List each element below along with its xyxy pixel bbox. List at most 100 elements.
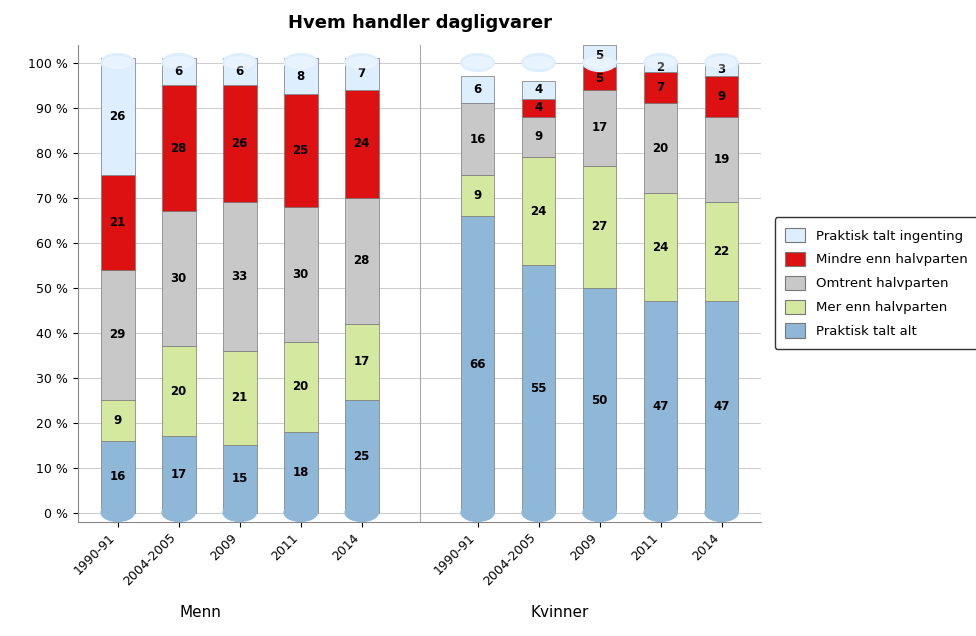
Text: 21: 21 bbox=[231, 391, 248, 404]
Legend: Praktisk talt ingenting, Mindre enn halvparten, Omtrent halvparten, Mer enn halv: Praktisk talt ingenting, Mindre enn halv… bbox=[775, 218, 976, 349]
Text: Menn: Menn bbox=[180, 605, 221, 620]
Text: 9: 9 bbox=[717, 90, 726, 103]
Ellipse shape bbox=[345, 504, 379, 522]
Text: 27: 27 bbox=[591, 220, 608, 233]
Bar bbox=[705, 202, 739, 301]
Bar bbox=[522, 81, 555, 99]
Bar bbox=[705, 62, 739, 76]
Text: 20: 20 bbox=[171, 385, 186, 398]
Bar bbox=[101, 175, 135, 270]
Text: 16: 16 bbox=[109, 470, 126, 483]
Bar bbox=[223, 202, 257, 350]
Text: 19: 19 bbox=[713, 153, 730, 166]
Bar bbox=[101, 441, 135, 513]
Text: 3: 3 bbox=[717, 63, 726, 76]
Ellipse shape bbox=[162, 53, 195, 71]
Ellipse shape bbox=[583, 53, 617, 71]
Text: 4: 4 bbox=[535, 83, 543, 96]
Bar bbox=[705, 76, 739, 116]
Text: 17: 17 bbox=[171, 467, 186, 481]
Bar bbox=[223, 58, 257, 85]
Ellipse shape bbox=[524, 57, 552, 68]
Ellipse shape bbox=[461, 504, 495, 522]
Text: 6: 6 bbox=[473, 83, 482, 96]
Text: 28: 28 bbox=[353, 254, 370, 267]
Bar bbox=[101, 58, 135, 175]
Bar bbox=[644, 62, 677, 71]
Bar bbox=[644, 193, 677, 301]
Ellipse shape bbox=[461, 53, 495, 71]
Text: 7: 7 bbox=[657, 81, 665, 93]
Title: Hvem handler dagligvarer: Hvem handler dagligvarer bbox=[288, 14, 551, 32]
Text: 33: 33 bbox=[231, 270, 248, 283]
Text: 55: 55 bbox=[530, 382, 547, 395]
Ellipse shape bbox=[165, 57, 193, 68]
Ellipse shape bbox=[464, 57, 492, 68]
Bar bbox=[162, 211, 195, 346]
Text: 17: 17 bbox=[353, 356, 370, 368]
Ellipse shape bbox=[287, 57, 315, 68]
Bar bbox=[583, 287, 617, 513]
Text: 5: 5 bbox=[595, 72, 604, 85]
Bar bbox=[705, 301, 739, 513]
Text: 29: 29 bbox=[109, 328, 126, 342]
Text: 50: 50 bbox=[591, 394, 608, 406]
Bar bbox=[461, 216, 495, 513]
Bar bbox=[345, 400, 379, 513]
Text: 25: 25 bbox=[353, 450, 370, 463]
Text: 9: 9 bbox=[535, 130, 543, 143]
Bar bbox=[345, 90, 379, 198]
Text: 20: 20 bbox=[293, 380, 308, 393]
Ellipse shape bbox=[705, 53, 739, 71]
Bar bbox=[223, 350, 257, 445]
Bar bbox=[461, 103, 495, 175]
Text: 24: 24 bbox=[652, 240, 669, 254]
Text: 30: 30 bbox=[293, 268, 308, 280]
Ellipse shape bbox=[708, 57, 736, 68]
Bar bbox=[583, 166, 617, 287]
Bar bbox=[162, 346, 195, 436]
Bar bbox=[522, 265, 555, 513]
Bar bbox=[162, 58, 195, 85]
Bar bbox=[644, 71, 677, 103]
Text: 5: 5 bbox=[595, 49, 604, 62]
Text: 47: 47 bbox=[652, 400, 669, 413]
Text: 22: 22 bbox=[713, 245, 730, 258]
Ellipse shape bbox=[586, 57, 614, 68]
Ellipse shape bbox=[223, 504, 257, 522]
Ellipse shape bbox=[284, 53, 317, 71]
Text: 9: 9 bbox=[473, 189, 482, 202]
Text: 16: 16 bbox=[469, 132, 486, 146]
Ellipse shape bbox=[522, 504, 555, 522]
Bar bbox=[162, 436, 195, 513]
Ellipse shape bbox=[646, 57, 674, 68]
Bar bbox=[223, 85, 257, 202]
Bar bbox=[345, 198, 379, 324]
Text: 15: 15 bbox=[231, 473, 248, 485]
Text: 9: 9 bbox=[113, 414, 122, 427]
Text: 2: 2 bbox=[657, 60, 665, 74]
Bar bbox=[284, 94, 317, 207]
Ellipse shape bbox=[345, 53, 379, 71]
Bar bbox=[522, 99, 555, 116]
Bar bbox=[345, 58, 379, 90]
Bar bbox=[461, 76, 495, 103]
Bar bbox=[284, 342, 317, 431]
Text: Kvinner: Kvinner bbox=[531, 605, 590, 620]
Ellipse shape bbox=[644, 53, 677, 71]
Text: 4: 4 bbox=[535, 101, 543, 114]
Text: 17: 17 bbox=[591, 121, 608, 134]
Text: 66: 66 bbox=[469, 357, 486, 371]
Text: 26: 26 bbox=[231, 137, 248, 150]
Bar bbox=[583, 67, 617, 90]
Text: 26: 26 bbox=[109, 110, 126, 123]
Ellipse shape bbox=[162, 504, 195, 522]
Ellipse shape bbox=[223, 53, 257, 71]
Ellipse shape bbox=[644, 504, 677, 522]
Text: 30: 30 bbox=[171, 272, 186, 285]
Bar bbox=[522, 157, 555, 265]
Bar bbox=[644, 103, 677, 193]
Bar bbox=[644, 301, 677, 513]
Text: 25: 25 bbox=[293, 144, 309, 156]
Bar bbox=[223, 445, 257, 513]
